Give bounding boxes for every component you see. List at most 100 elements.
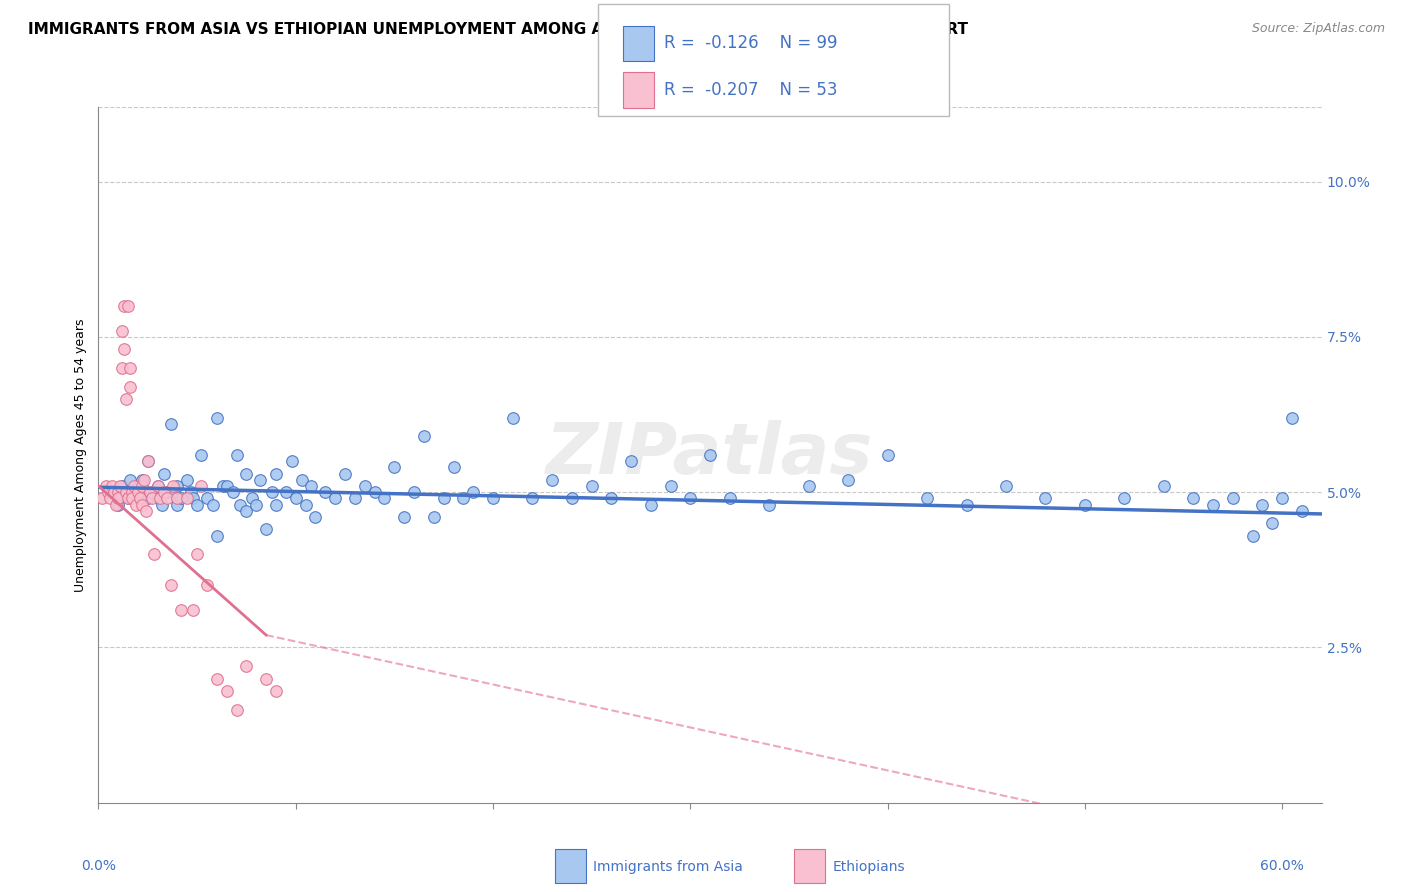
Point <box>146 479 169 493</box>
Point <box>118 473 141 487</box>
Point <box>111 360 134 375</box>
Point <box>176 491 198 506</box>
Point <box>115 392 138 406</box>
Point <box>181 491 204 506</box>
Point <box>111 324 134 338</box>
Point <box>314 485 336 500</box>
Point <box>136 454 159 468</box>
Point <box>235 659 257 673</box>
Point <box>150 498 173 512</box>
Point <box>176 473 198 487</box>
Point <box>304 510 326 524</box>
Point <box>215 479 238 493</box>
Point <box>166 498 188 512</box>
Point <box>122 479 145 493</box>
Point <box>156 491 179 506</box>
Y-axis label: Unemployment Among Ages 45 to 54 years: Unemployment Among Ages 45 to 54 years <box>75 318 87 591</box>
Point <box>718 491 741 506</box>
Point <box>166 479 188 493</box>
Point <box>205 672 228 686</box>
Point <box>1114 491 1136 506</box>
Point <box>373 491 395 506</box>
Point <box>131 479 153 493</box>
Point <box>245 498 267 512</box>
Text: Ethiopians: Ethiopians <box>832 860 905 874</box>
Point <box>235 467 257 481</box>
Point <box>225 703 247 717</box>
Point <box>160 417 183 431</box>
Point <box>620 454 643 468</box>
Point <box>1182 491 1205 506</box>
Point <box>1153 479 1175 493</box>
Point <box>404 485 426 500</box>
Text: IMMIGRANTS FROM ASIA VS ETHIOPIAN UNEMPLOYMENT AMONG AGES 45 TO 54 YEARS CORRELA: IMMIGRANTS FROM ASIA VS ETHIOPIAN UNEMPL… <box>28 22 969 37</box>
Point <box>156 485 179 500</box>
Point <box>876 448 898 462</box>
Point <box>125 498 148 512</box>
Point <box>264 498 287 512</box>
Point <box>127 485 149 500</box>
Point <box>1241 529 1264 543</box>
Point <box>146 479 169 493</box>
Point <box>96 479 118 493</box>
Point <box>98 491 121 506</box>
Point <box>136 454 159 468</box>
Point <box>205 410 228 425</box>
Point <box>190 448 212 462</box>
Point <box>1035 491 1057 506</box>
Point <box>260 485 283 500</box>
Point <box>1261 516 1284 531</box>
Point <box>221 485 243 500</box>
Point <box>225 448 247 462</box>
Point <box>181 603 204 617</box>
Point <box>659 479 682 493</box>
Point <box>195 491 218 506</box>
Point <box>600 491 623 506</box>
Point <box>170 491 193 506</box>
Point <box>284 491 307 506</box>
Point <box>229 498 252 512</box>
Point <box>117 491 139 506</box>
Point <box>363 485 385 500</box>
Point <box>343 491 366 506</box>
Point <box>413 429 436 443</box>
Point <box>1202 498 1225 512</box>
Point <box>679 491 702 506</box>
Point <box>281 454 304 468</box>
Point <box>235 504 257 518</box>
Text: 0.0%: 0.0% <box>82 859 115 872</box>
Point <box>264 684 287 698</box>
Point <box>166 491 188 506</box>
Point <box>955 498 977 512</box>
Point <box>142 485 165 500</box>
Point <box>122 485 145 500</box>
Point <box>211 479 233 493</box>
Point <box>112 299 135 313</box>
Point <box>249 473 271 487</box>
Point <box>291 473 314 487</box>
Point <box>1222 491 1244 506</box>
Point <box>112 343 135 357</box>
Point <box>118 360 141 375</box>
Point <box>640 498 662 512</box>
Point <box>132 473 155 487</box>
Point <box>301 479 323 493</box>
Point <box>128 491 150 506</box>
Point <box>141 491 163 506</box>
Point <box>180 485 202 500</box>
Point <box>101 479 124 493</box>
Point <box>541 473 564 487</box>
Point <box>103 485 125 500</box>
Text: 60.0%: 60.0% <box>1260 859 1305 872</box>
Point <box>170 603 193 617</box>
Point <box>107 491 129 506</box>
Point <box>522 491 544 506</box>
Point <box>186 498 208 512</box>
Point <box>115 485 138 500</box>
Point <box>294 498 316 512</box>
Point <box>561 491 583 506</box>
Point <box>1074 498 1097 512</box>
Point <box>254 672 277 686</box>
Point <box>994 479 1017 493</box>
Point <box>699 448 721 462</box>
